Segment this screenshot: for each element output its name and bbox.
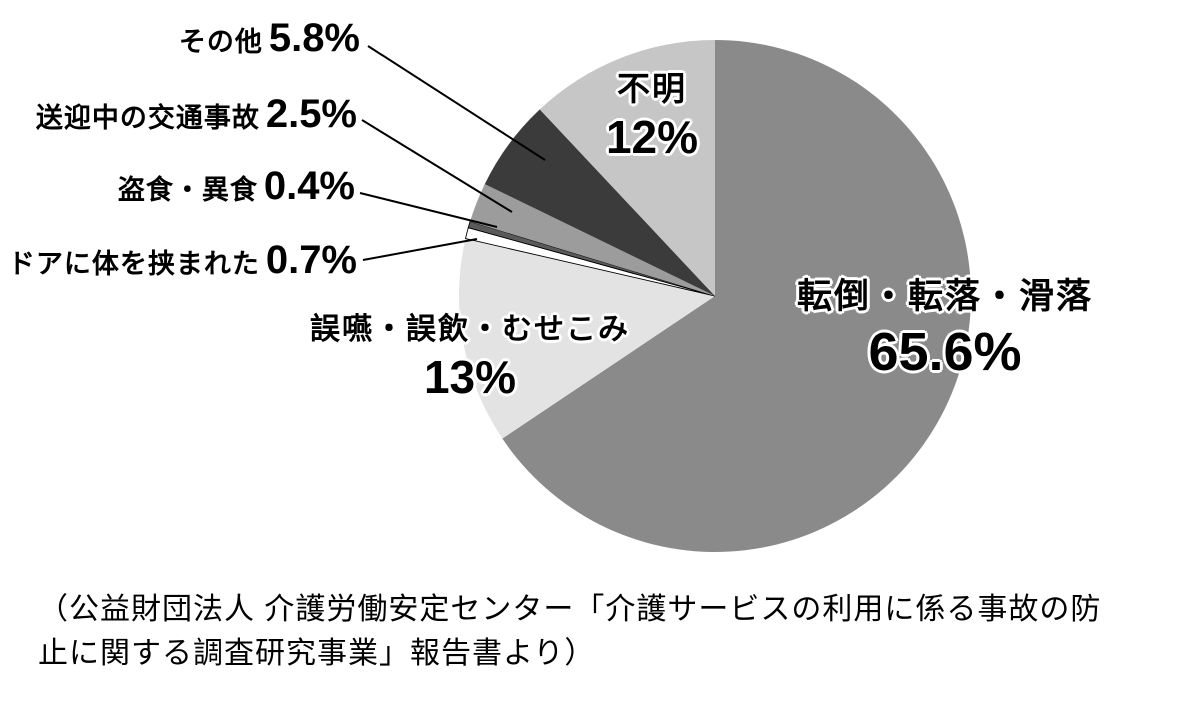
- slice-value: 13%: [423, 351, 517, 403]
- slice-value: 12%: [605, 111, 699, 163]
- slice-value: 5.8%: [268, 16, 360, 60]
- leader-line-sogeichu: [361, 119, 513, 213]
- leader-line-door: [362, 238, 478, 261]
- callout-label-sogeichu: 送迎中の交通事故 2.5%: [36, 92, 357, 137]
- pie-slice-7: [539, 40, 715, 296]
- leader-line-toshoku: [359, 192, 498, 228]
- pie-slice-5: [470, 184, 715, 296]
- callout-label-door: ドアに体を挟まれた 0.7%: [8, 238, 357, 283]
- pie-slice-6: [484, 109, 715, 296]
- source-caption: （公益財団法人 介護労働安定センター「介護サービスの利用に係る事故の防 止に関す…: [38, 588, 1158, 675]
- slice-label: その他: [178, 27, 263, 57]
- callout-label-sonota: その他 5.8%: [179, 16, 360, 61]
- slice-label: 転倒・転落・滑落: [796, 277, 1093, 316]
- source-caption-line1: （公益財団法人 介護労働安定センター「介護サービスの利用に係る事故の防: [38, 593, 1102, 626]
- slice-value: 0.4%: [263, 164, 355, 208]
- slice-label: 送迎中の交通事故: [35, 103, 260, 133]
- leader-line-sonota: [367, 45, 546, 161]
- source-caption-line2: 止に関する調査研究事業」報告書より）: [38, 636, 596, 670]
- pie-slices-group: [459, 40, 972, 552]
- pie-slice-4: [467, 220, 716, 297]
- slice-label-tento: 転倒・転落・滑落 65.6%: [745, 268, 1145, 383]
- slice-label: 不明: [617, 70, 687, 107]
- slice-label: 盗食・異食: [117, 175, 258, 205]
- callout-label-toshoku: 盗食・異食 0.4%: [118, 164, 355, 209]
- slice-value: 2.5%: [265, 92, 357, 136]
- slice-label-goen: 誤嚥・誤飲・むせこみ 13%: [305, 304, 635, 404]
- slice-label-fumei: 不明 12%: [552, 62, 752, 164]
- slice-label: 誤嚥・誤飲・むせこみ: [310, 313, 630, 346]
- slice-value: 0.7%: [265, 238, 357, 282]
- slice-label: ドアに体を挟まれた: [7, 249, 260, 279]
- pie-slice-2: [459, 238, 715, 439]
- slice-value: 65.6%: [868, 322, 1022, 382]
- pie-slice-1: [502, 40, 972, 552]
- leader-lines-group: [359, 45, 546, 261]
